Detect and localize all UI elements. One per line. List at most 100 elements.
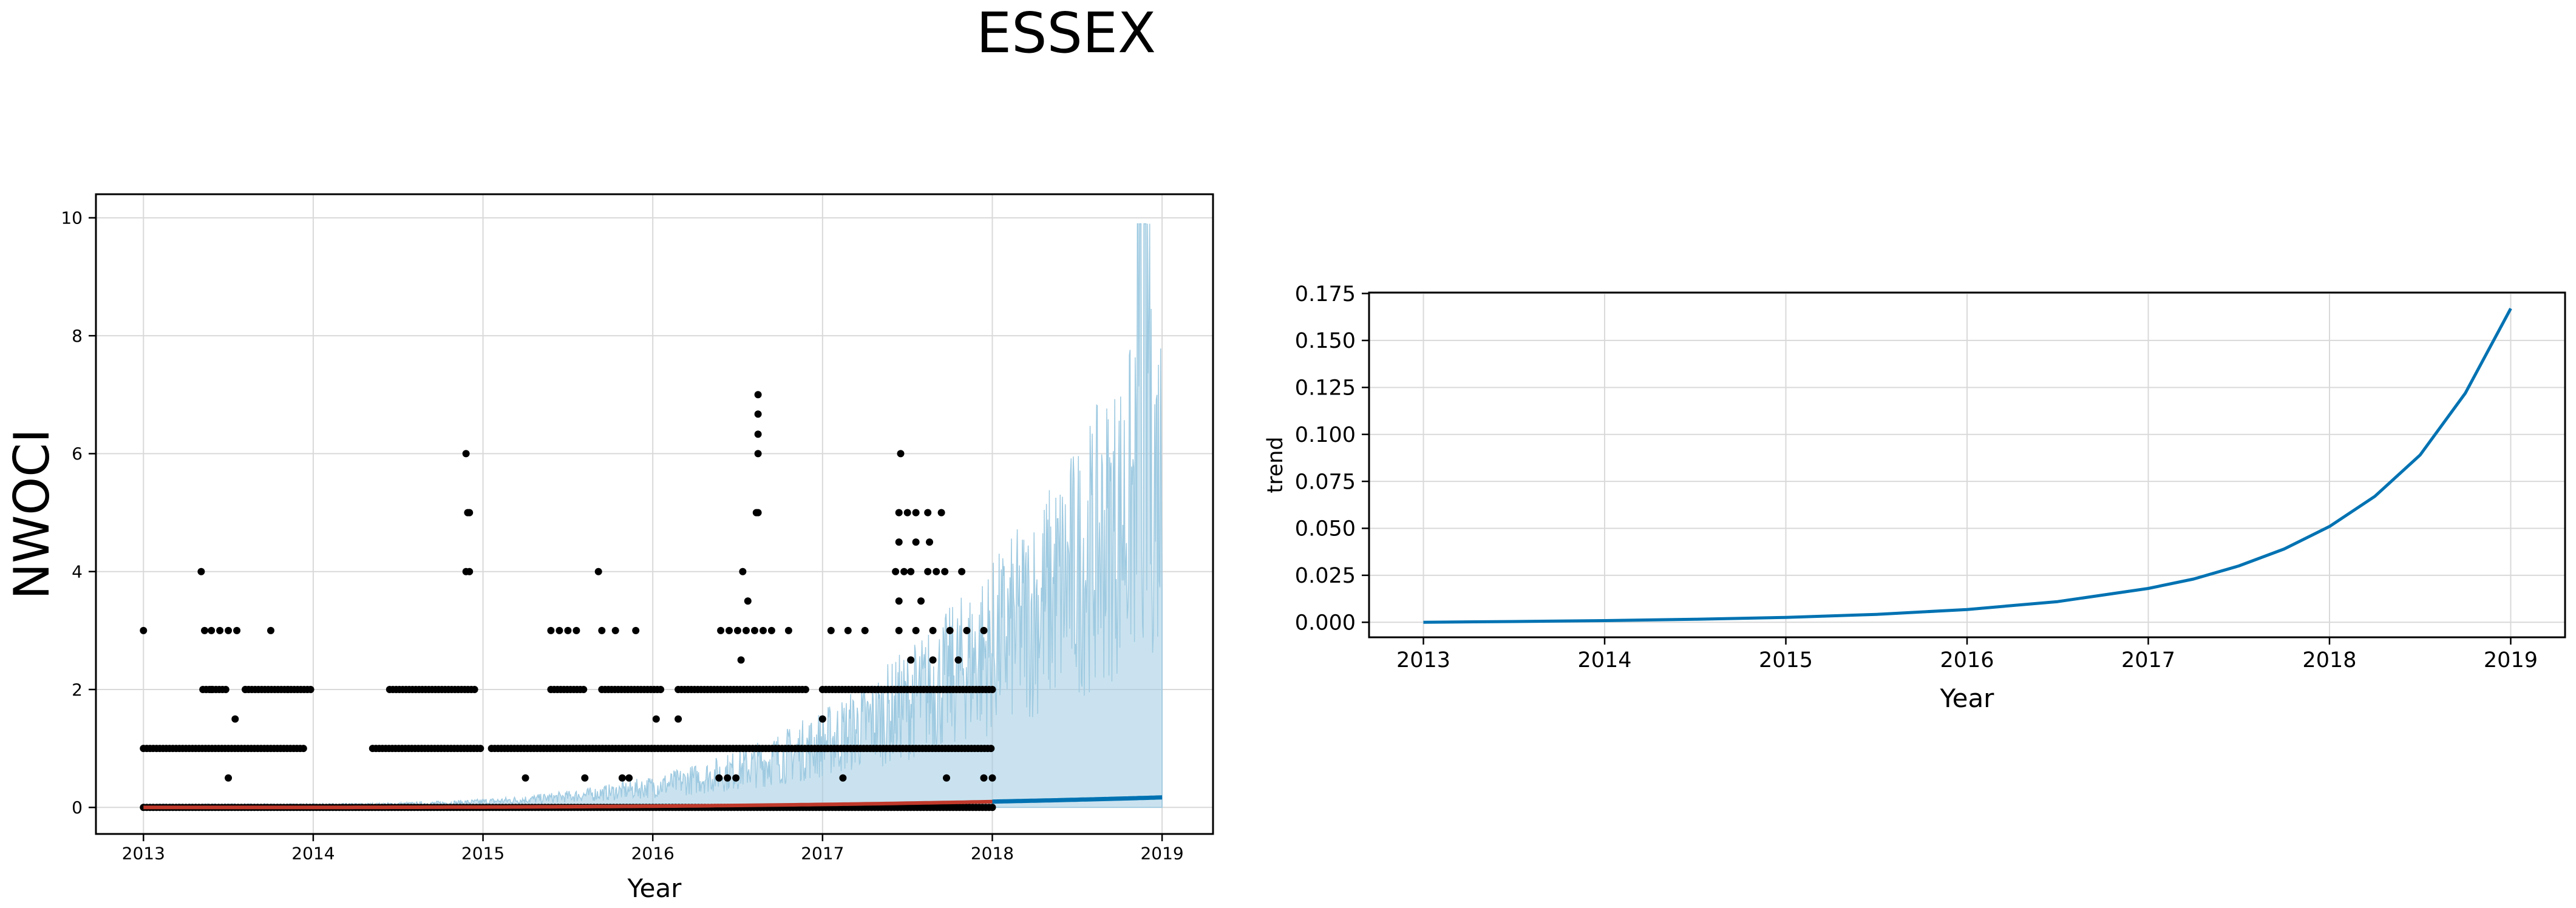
forecast-chart: 2013 2014 2015 2016 2017 2018 2019 0 2 4 6 8 10 Year N… [4,193,1214,903]
data-point [140,626,148,634]
data-point [547,626,555,634]
x-tick-label: 2017 [2121,648,2175,673]
data-point [754,450,762,458]
data-point [581,774,589,782]
data-point [926,538,933,546]
x-axis-label: Year [627,873,682,903]
x-tick-label: 2013 [1396,648,1450,673]
data-point [267,626,274,634]
data-point [598,626,606,634]
y-tick-label: 2 [72,680,83,700]
x-tick-label: 2014 [1577,648,1631,673]
data-point [675,715,682,723]
data-point [611,626,619,634]
y-tick-label: 0.000 [1295,611,1356,635]
data-point [717,626,725,634]
y-tick-label: 0.150 [1295,329,1356,353]
data-point [907,656,915,664]
data-point [657,686,665,693]
y-tick-label: 0.100 [1295,423,1356,447]
data-point [564,626,572,634]
data-point [726,626,733,634]
fitted-line [143,799,993,810]
data-point [895,509,903,517]
data-point [980,626,988,634]
data-point [912,538,920,546]
x-tick-label: 2018 [971,843,1014,863]
data-point [924,509,932,517]
data-point [284,686,291,693]
data-point [225,774,233,782]
data-point [594,568,602,575]
y-tick-label: 8 [72,326,83,346]
data-point [744,597,752,605]
trend-line [1423,308,2512,624]
data-point [201,626,208,634]
data-point [754,410,762,418]
data-point [839,774,847,782]
data-point [801,686,809,693]
data-point [231,715,239,723]
data-point [743,626,750,634]
data-point [242,686,250,693]
y-tick-label: 4 [72,562,83,582]
y-tick-label: 0.175 [1295,282,1356,307]
x-tick-label: 2019 [2484,648,2538,673]
data-point [924,568,932,575]
data-point [946,626,954,634]
data-point [754,509,762,517]
y-tick-label: 10 [61,208,83,228]
data-point [724,774,732,782]
data-point [917,597,925,605]
y-tick-label: 0.050 [1295,517,1356,541]
data-point [625,774,633,782]
data-point [861,626,869,634]
data-point [987,745,995,753]
y-tick-label: 0.025 [1295,564,1356,588]
x-tick-label: 2014 [291,843,335,863]
data-point [988,774,996,782]
data-point [556,626,563,634]
data-point [954,656,962,664]
data-point [912,509,920,517]
data-point [818,715,826,723]
data-point [929,656,937,664]
data-point [937,509,945,517]
data-point [737,656,745,664]
data-point [197,568,205,575]
data-point [208,626,216,634]
y-tick-label: 0.075 [1295,470,1356,494]
y-axis-label: NWOCI [4,429,60,599]
data-point [767,626,775,634]
data-point [784,626,792,634]
data-point [522,774,529,782]
data-point [844,626,852,634]
data-point [466,509,474,517]
trend-chart: 2013 2014 2015 2016 2017 2018 2019 0.000 0.025 0.… [1263,282,2566,713]
data-point [929,626,937,634]
data-point [307,686,314,693]
data-point [632,626,640,634]
data-point [732,774,740,782]
data-point [760,626,767,634]
data-point [208,686,216,693]
x-tick-label: 2015 [461,843,505,863]
data-point [897,450,905,458]
y-axis-label: trend [1263,436,1288,493]
data-point [715,774,723,782]
y-tick-label: 0.125 [1295,376,1356,401]
data-point [903,509,911,517]
forecast-line [992,795,1163,804]
data-point [477,745,484,753]
data-point [652,715,660,723]
x-tick-label: 2013 [122,843,165,863]
data-point [988,686,996,693]
data-point [471,686,478,693]
uncertainty-band [143,223,1163,808]
data-point [573,626,580,634]
data-point [988,804,996,811]
y-tick-label: 6 [72,444,83,464]
y-tick-label: 0 [72,798,83,818]
data-point [754,391,762,399]
x-tick-label: 2016 [1940,648,1994,673]
